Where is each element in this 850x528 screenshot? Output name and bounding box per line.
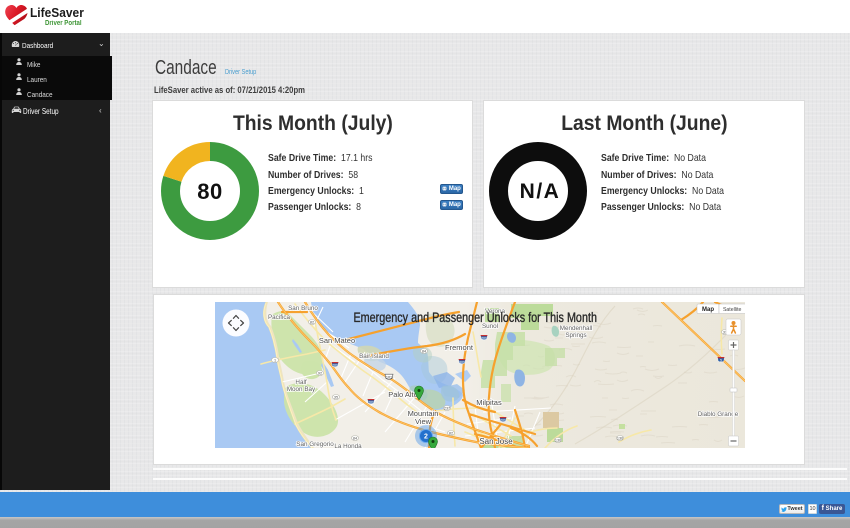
svg-text:San Mateo: San Mateo (319, 336, 355, 345)
svg-text:Palo Alto: Palo Alto (388, 390, 418, 399)
svg-text:Springs: Springs (565, 332, 586, 339)
svg-text:Mountain: Mountain (408, 409, 439, 418)
svg-text:33: 33 (723, 331, 727, 335)
svg-text:280: 280 (332, 364, 338, 368)
svg-text:San Jose: San Jose (479, 437, 513, 446)
svg-text:880: 880 (459, 361, 465, 365)
svg-text:View: View (415, 417, 432, 426)
svg-text:Bair Island: Bair Island (359, 353, 389, 360)
svg-text:Milpitas: Milpitas (476, 398, 502, 407)
svg-text:Moon Bay: Moon Bay (287, 386, 316, 393)
svg-text:680: 680 (500, 419, 506, 423)
svg-text:82: 82 (449, 432, 453, 436)
svg-text:237: 237 (444, 407, 450, 411)
svg-text:130: 130 (617, 437, 623, 441)
svg-text:San Gregorio: San Gregorio (296, 441, 334, 448)
svg-text:2: 2 (424, 434, 428, 441)
svg-text:82: 82 (310, 321, 314, 325)
svg-text:La Honda: La Honda (334, 443, 362, 448)
svg-text:130: 130 (555, 439, 561, 443)
svg-text:84: 84 (353, 437, 357, 441)
svg-text:101: 101 (386, 376, 392, 380)
svg-text:680: 680 (481, 337, 487, 341)
svg-text:Half: Half (295, 379, 306, 386)
svg-text:Satellite: Satellite (723, 307, 742, 313)
svg-text:Verona: Verona (485, 308, 505, 315)
svg-text:Diablo Grande: Diablo Grande (698, 411, 739, 418)
svg-text:35: 35 (334, 396, 338, 400)
svg-text:5: 5 (720, 359, 722, 363)
svg-text:Fremont: Fremont (445, 343, 474, 352)
svg-text:1: 1 (274, 359, 276, 363)
svg-text:84: 84 (422, 350, 426, 354)
svg-text:Sunol: Sunol (482, 323, 498, 330)
svg-text:Mendenhall: Mendenhall (560, 325, 593, 332)
svg-text:Pacifica: Pacifica (268, 314, 291, 321)
svg-text:280: 280 (368, 401, 374, 405)
svg-text:Map: Map (702, 307, 714, 313)
svg-text:92: 92 (318, 372, 322, 376)
svg-text:San Bruno: San Bruno (288, 305, 318, 312)
